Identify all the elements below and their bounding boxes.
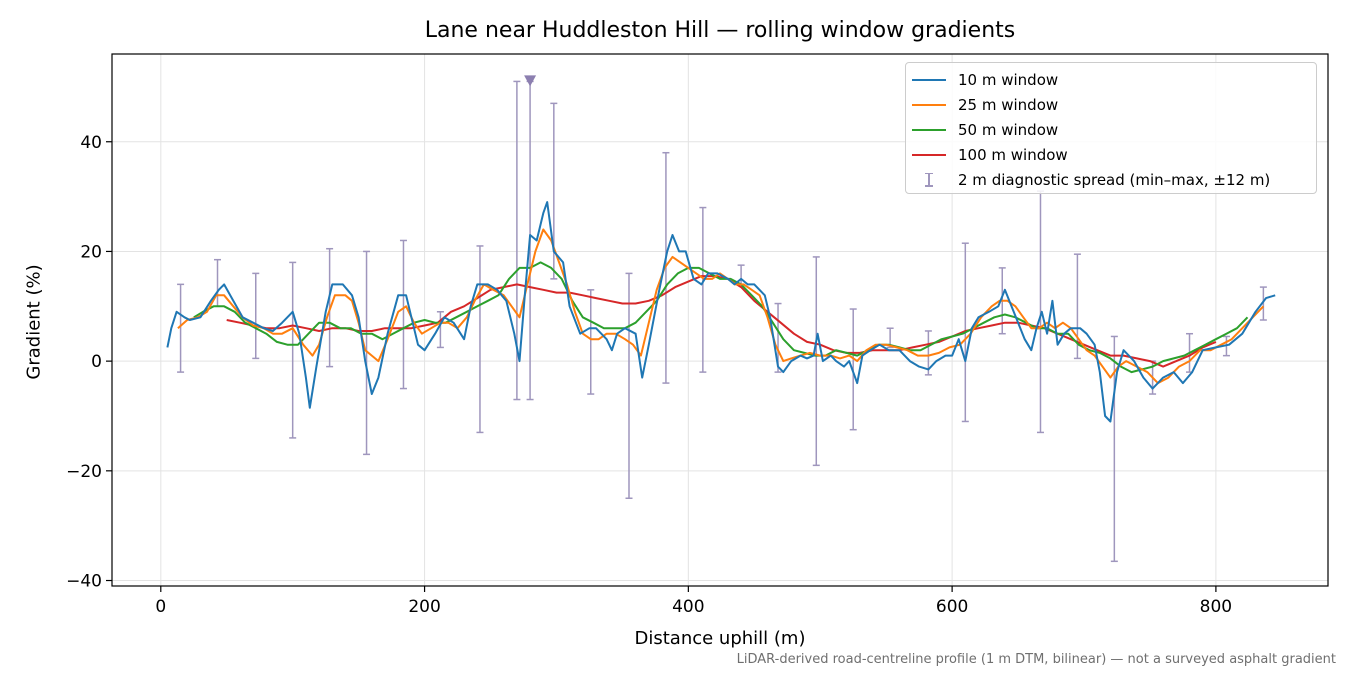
series-line-1 [177,228,1265,385]
y-tick-label-3: 20 [80,242,102,262]
errorbar-8 [476,245,484,434]
x-axis-label: Distance uphill (m) [634,628,806,649]
legend-item-100m: 100 m window [906,142,1316,167]
series-line-2 [193,261,1249,374]
x-tick-label-1: 200 [408,597,440,617]
legend-label-50m: 50 m window [958,120,1059,139]
errorbar-0 [177,283,185,373]
errorbar-14 [662,151,670,384]
chart-title: Lane near Huddleston Hill — rolling wind… [424,18,1016,43]
errorbar-21 [924,330,932,376]
y-tick-label-0: −40 [66,572,102,592]
legend-label-100m: 100 m window [958,145,1068,164]
x-tick-label-4: 800 [1200,597,1232,617]
errorbar-6 [399,239,407,390]
y-tick-label-2: 0 [91,352,102,372]
y-axis-label: Gradient (%) [23,264,45,380]
errorbar-24 [1036,190,1044,434]
y-tick-label-4: 40 [80,133,102,153]
footnote: LiDAR-derived road-centreline profile (1… [736,652,1336,667]
legend-swatch-10m [912,73,946,87]
legend-item-errorbars: 2 m diagnostic spread (min–max, ±12 m) [906,167,1316,192]
legend-label-10m: 10 m window [958,70,1059,89]
x-tick-label-3: 600 [936,597,968,617]
legend-label-errorbars: 2 m diagnostic spread (min–max, ±12 m) [958,170,1271,189]
legend-swatch-25m [912,98,946,112]
x-tick-label-0: 0 [155,597,166,617]
errorbar-30 [1259,286,1267,321]
legend-swatch-50m [912,123,946,137]
legend-item-25m: 25 m window [906,92,1316,117]
errorbar-15 [699,206,707,373]
errorbar-5 [363,250,371,456]
x-tick-label-2: 400 [672,597,704,617]
series-line-0 [166,201,1276,423]
peak-marker-0 [524,75,537,87]
errorbar-18 [812,256,820,467]
errorbar-12 [587,289,595,395]
errorbar-26 [1110,335,1118,563]
legend-item-50m: 50 m window [906,117,1316,142]
plot-frame [111,53,1329,587]
legend: 10 m window 25 m window 50 m window 100 … [905,62,1317,194]
legend-swatch-errorbars [912,172,946,187]
y-tick-label-1: −20 [66,462,102,482]
legend-label-25m: 25 m window [958,95,1059,114]
errorbar-13 [625,272,633,499]
series-line-3 [226,275,1217,368]
errorbar-2 [252,272,260,360]
legend-item-10m: 10 m window [906,67,1316,92]
legend-swatch-100m [912,148,946,162]
errorbar-3 [289,261,297,439]
errorbar-7 [436,311,444,349]
